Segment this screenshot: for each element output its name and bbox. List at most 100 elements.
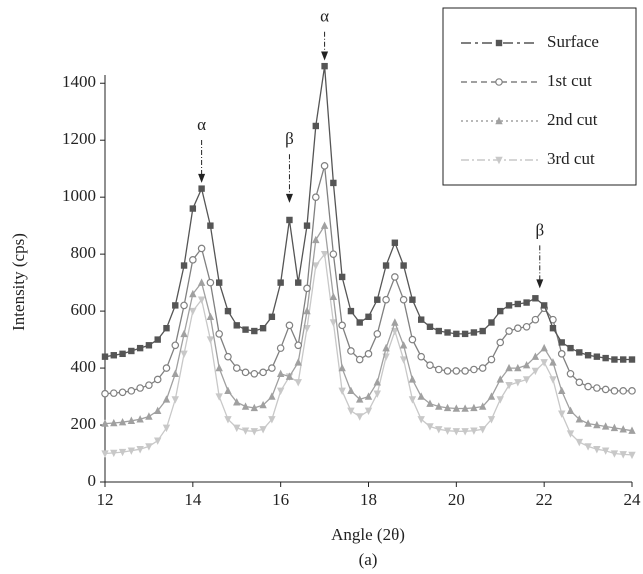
marker — [610, 423, 619, 432]
marker — [575, 378, 584, 387]
marker — [417, 352, 426, 361]
marker — [426, 399, 434, 407]
marker — [584, 419, 592, 427]
marker — [224, 386, 232, 395]
marker — [514, 324, 522, 332]
marker — [233, 398, 241, 406]
marker — [575, 415, 583, 423]
marker — [566, 369, 575, 378]
y-tick-label: 1200 — [62, 129, 96, 148]
y-tick-label: 400 — [71, 357, 97, 376]
marker — [497, 307, 504, 315]
arrow-head — [536, 279, 544, 289]
marker — [408, 375, 417, 383]
marker — [522, 322, 531, 331]
x-tick-label: 12 — [97, 490, 114, 509]
marker — [461, 428, 469, 436]
marker — [118, 448, 127, 457]
marker — [549, 358, 557, 366]
marker — [320, 250, 329, 259]
marker — [514, 363, 522, 372]
arrow-head — [285, 193, 293, 203]
marker — [162, 364, 171, 372]
marker — [127, 447, 136, 455]
marker — [127, 416, 136, 424]
y-tick-label: 200 — [71, 414, 97, 433]
marker — [136, 415, 144, 423]
marker — [426, 361, 434, 370]
marker — [593, 420, 601, 429]
marker — [224, 307, 232, 315]
marker — [522, 376, 531, 384]
arrow-head — [198, 173, 206, 183]
marker — [453, 330, 460, 338]
marker — [382, 262, 390, 269]
marker — [522, 361, 531, 369]
marker — [232, 364, 241, 372]
marker — [364, 392, 373, 400]
x-tick-label: 16 — [272, 490, 289, 509]
marker — [418, 316, 425, 323]
x-axis-label: Angle (2θ) — [331, 525, 405, 544]
marker — [241, 368, 250, 377]
legend-box — [442, 7, 637, 186]
marker — [189, 205, 197, 212]
marker — [505, 363, 513, 372]
marker — [364, 407, 373, 415]
legend-label: Surface — [547, 32, 599, 51]
marker — [408, 335, 417, 344]
marker — [338, 273, 346, 281]
marker — [110, 418, 118, 427]
marker — [215, 279, 223, 286]
marker — [153, 375, 162, 384]
marker — [496, 396, 504, 404]
marker — [355, 355, 364, 364]
marker — [180, 350, 188, 359]
marker — [136, 384, 144, 392]
marker — [619, 451, 627, 459]
marker — [452, 367, 461, 375]
marker — [320, 162, 329, 170]
marker — [426, 423, 434, 431]
marker — [584, 443, 592, 451]
marker — [294, 341, 303, 350]
marker — [382, 295, 390, 304]
legend-marker — [495, 156, 503, 165]
marker — [364, 350, 373, 358]
marker — [417, 392, 425, 400]
marker — [320, 221, 329, 229]
marker — [478, 426, 487, 434]
marker — [461, 330, 469, 338]
y-tick-label: 1400 — [62, 72, 96, 91]
legend-marker — [495, 78, 503, 86]
marker — [391, 273, 399, 281]
marker — [118, 388, 127, 397]
marker — [593, 446, 601, 454]
marker — [408, 396, 417, 404]
marker — [197, 296, 206, 304]
marker — [118, 417, 127, 426]
marker — [470, 427, 478, 435]
marker — [400, 262, 407, 269]
marker — [180, 301, 188, 310]
marker — [285, 372, 294, 380]
marker — [312, 122, 319, 130]
marker — [443, 367, 452, 375]
marker — [198, 185, 205, 192]
marker — [303, 284, 311, 293]
marker — [215, 363, 223, 372]
marker — [276, 387, 285, 396]
marker — [329, 319, 338, 327]
marker — [479, 327, 486, 335]
marker — [268, 313, 276, 320]
marker — [601, 422, 610, 430]
marker — [303, 306, 311, 315]
marker — [558, 410, 566, 418]
marker — [435, 426, 443, 434]
marker — [514, 300, 522, 308]
marker — [566, 406, 575, 414]
marker — [241, 402, 250, 410]
marker — [101, 389, 109, 398]
annotation-label: β — [535, 220, 544, 239]
marker — [250, 369, 259, 378]
